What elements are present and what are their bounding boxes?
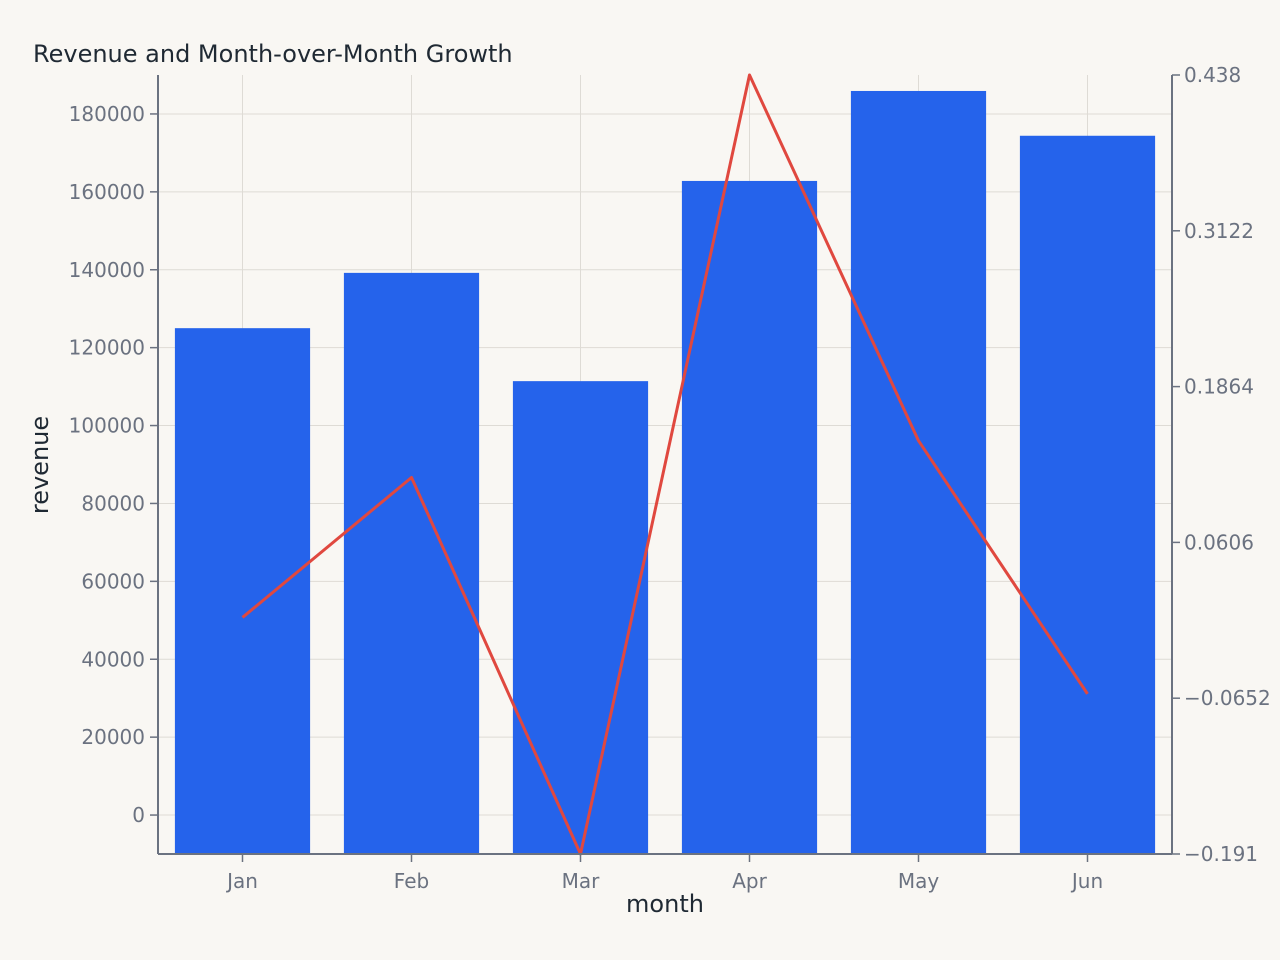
y-tick-label: 60000 bbox=[81, 569, 145, 593]
bar-mar bbox=[512, 381, 649, 854]
growth-line bbox=[241, 73, 1089, 856]
y-tick-label: 80000 bbox=[81, 491, 145, 515]
y2-tick-label: 0.0606 bbox=[1184, 530, 1254, 554]
chart-title: Revenue and Month-over-Month Growth bbox=[33, 40, 513, 68]
y2-tick-label: 0.3122 bbox=[1184, 219, 1254, 243]
y2-tick-label: 0.1864 bbox=[1184, 375, 1254, 399]
bar-jan bbox=[174, 328, 311, 854]
growth-line-layer bbox=[241, 73, 1089, 856]
bar-feb bbox=[343, 272, 480, 855]
x-tick-label: Mar bbox=[562, 869, 601, 893]
bar-jun bbox=[1019, 135, 1156, 855]
y-tick-label: 20000 bbox=[81, 725, 145, 749]
y2-tick-label: −0.0652 bbox=[1184, 686, 1271, 710]
bar-apr bbox=[681, 180, 818, 855]
y-tick-label: 40000 bbox=[81, 647, 145, 671]
y-tick-label: 180000 bbox=[69, 102, 145, 126]
axes bbox=[150, 74, 1180, 862]
tick-labels: 0 20000 40000 60000 80000 100000 120000 140000 1… bbox=[69, 63, 1271, 893]
y-tick-label: 120000 bbox=[69, 336, 145, 360]
y-axis-title: revenue bbox=[26, 416, 54, 514]
x-axis-title: month bbox=[626, 890, 704, 918]
y-tick-label: 140000 bbox=[69, 258, 145, 282]
x-tick-label: Jun bbox=[1070, 869, 1103, 893]
bars bbox=[174, 90, 1156, 855]
x-tick-label: May bbox=[898, 869, 940, 893]
y-tick-label: 0 bbox=[132, 803, 145, 827]
y2-tick-label: 0.438 bbox=[1184, 63, 1241, 87]
y2-tick-label: −0.191 bbox=[1184, 842, 1258, 866]
x-tick-label: Jan bbox=[225, 869, 258, 893]
x-tick-label: Apr bbox=[732, 869, 767, 893]
y-tick-label: 100000 bbox=[69, 414, 145, 438]
bar-may bbox=[850, 90, 987, 855]
y-tick-label: 160000 bbox=[69, 180, 145, 204]
x-tick-label: Feb bbox=[394, 869, 429, 893]
